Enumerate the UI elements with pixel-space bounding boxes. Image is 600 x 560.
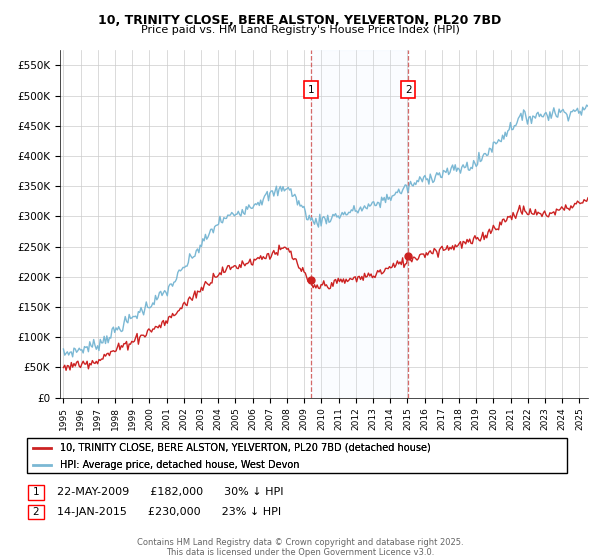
- Bar: [311, 50, 408, 398]
- Text: 10, TRINITY CLOSE, BERE ALSTON, YELVERTON, PL20 7BD (detached house): 10, TRINITY CLOSE, BERE ALSTON, YELVERTO…: [60, 443, 431, 453]
- Text: 10, TRINITY CLOSE, BERE ALSTON, YELVERTON, PL20 7BD: 10, TRINITY CLOSE, BERE ALSTON, YELVERTO…: [98, 14, 502, 27]
- Text: 1: 1: [32, 487, 40, 497]
- Text: Price paid vs. HM Land Registry's House Price Index (HPI): Price paid vs. HM Land Registry's House …: [140, 25, 460, 35]
- Text: HPI: Average price, detached house, West Devon: HPI: Average price, detached house, West…: [60, 460, 299, 470]
- Text: 2: 2: [405, 85, 412, 95]
- Text: 10, TRINITY CLOSE, BERE ALSTON, YELVERTON, PL20 7BD (detached house): 10, TRINITY CLOSE, BERE ALSTON, YELVERTO…: [60, 443, 431, 453]
- Text: HPI: Average price, detached house, West Devon: HPI: Average price, detached house, West…: [60, 460, 299, 470]
- Text: 14-JAN-2015      £230,000      23% ↓ HPI: 14-JAN-2015 £230,000 23% ↓ HPI: [57, 507, 281, 517]
- Text: Contains HM Land Registry data © Crown copyright and database right 2025.
This d: Contains HM Land Registry data © Crown c…: [137, 538, 463, 557]
- Text: 2: 2: [32, 507, 40, 517]
- Text: 22-MAY-2009      £182,000      30% ↓ HPI: 22-MAY-2009 £182,000 30% ↓ HPI: [57, 487, 284, 497]
- Text: 1: 1: [308, 85, 314, 95]
